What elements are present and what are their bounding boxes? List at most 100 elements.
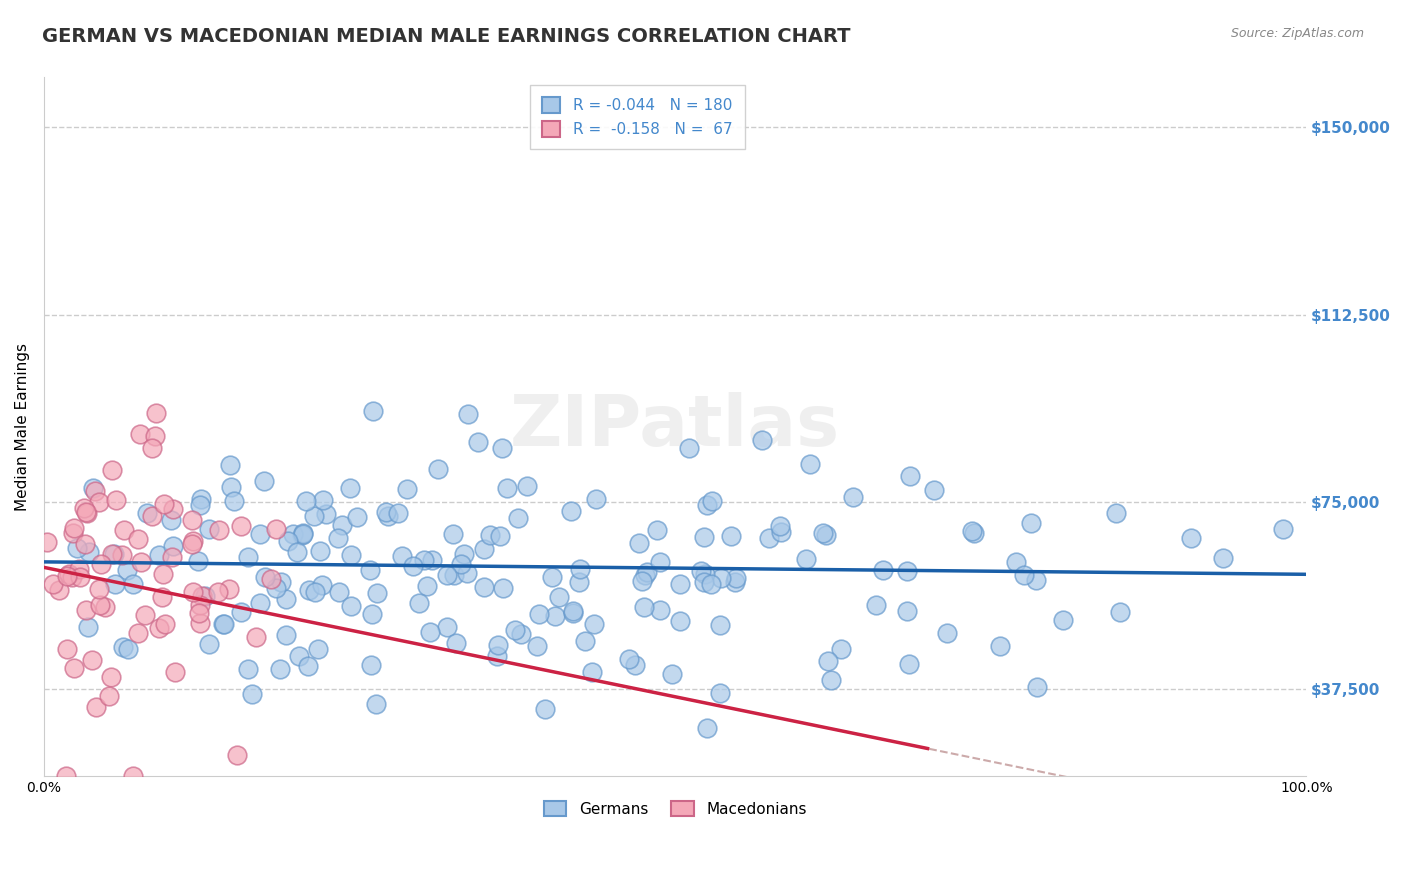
Macedonians (75, 505, 97, 519)
Germans (198, 522, 221, 536)
Germans (634, 568, 657, 582)
Macedonians (152, 567, 174, 582)
Macedonians (62, 526, 84, 541)
Germans (770, 525, 793, 540)
Germans (135, 506, 157, 520)
Germans (799, 457, 821, 471)
Germans (311, 577, 333, 591)
Germans (645, 523, 668, 537)
Germans (194, 589, 217, 603)
Germans (709, 617, 731, 632)
Germans (346, 509, 368, 524)
Germans (302, 509, 325, 524)
Germans (249, 527, 271, 541)
Germans (696, 721, 718, 735)
Macedonians (56, 569, 79, 583)
Macedonians (141, 441, 163, 455)
Germans (1104, 507, 1126, 521)
Germans (77, 620, 100, 634)
Macedonians (208, 523, 231, 537)
Text: GERMAN VS MACEDONIAN MEDIAN MALE EARNINGS CORRELATION CHART: GERMAN VS MACEDONIAN MEDIAN MALE EARNING… (42, 27, 851, 45)
Germans (453, 547, 475, 561)
Macedonians (41, 576, 63, 591)
Germans (457, 407, 479, 421)
Germans (814, 528, 837, 542)
Macedonians (83, 484, 105, 499)
Germans (366, 586, 388, 600)
Macedonians (37, 535, 59, 549)
Macedonians (127, 625, 149, 640)
Germans (360, 658, 382, 673)
Macedonians (229, 519, 252, 533)
Germans (436, 568, 458, 582)
Germans (269, 662, 291, 676)
Macedonians (90, 558, 112, 572)
Macedonians (180, 513, 202, 527)
Germans (249, 596, 271, 610)
Germans (1180, 531, 1202, 545)
Germans (467, 434, 489, 449)
Germans (436, 620, 458, 634)
Germans (236, 662, 259, 676)
Macedonians (111, 548, 134, 562)
Macedonians (69, 570, 91, 584)
Germans (443, 567, 465, 582)
Germans (281, 527, 304, 541)
Germans (872, 563, 894, 577)
Macedonians (226, 747, 249, 762)
Germans (491, 441, 513, 455)
Germans (503, 623, 526, 637)
Germans (304, 585, 326, 599)
Macedonians (162, 550, 184, 565)
Germans (291, 527, 314, 541)
Germans (492, 581, 515, 595)
Germans (568, 575, 591, 590)
Germans (669, 576, 692, 591)
Germans (988, 639, 1011, 653)
Germans (274, 628, 297, 642)
Germans (488, 529, 510, 543)
Germans (219, 480, 242, 494)
Germans (198, 637, 221, 651)
Germans (830, 642, 852, 657)
Germans (219, 458, 242, 473)
Germans (689, 564, 711, 578)
Macedonians (105, 493, 128, 508)
Germans (506, 511, 529, 525)
Germans (408, 596, 430, 610)
Germans (472, 541, 495, 556)
Germans (561, 604, 583, 618)
Germans (340, 549, 363, 563)
Germans (212, 616, 235, 631)
Germans (617, 651, 640, 665)
Germans (396, 483, 419, 497)
Macedonians (143, 428, 166, 442)
Germans (312, 493, 335, 508)
Germans (585, 491, 607, 506)
Germans (648, 555, 671, 569)
Germans (678, 442, 700, 456)
Germans (360, 607, 382, 621)
Germans (270, 575, 292, 590)
Macedonians (60, 569, 83, 583)
Germans (326, 531, 349, 545)
Macedonians (63, 661, 86, 675)
Germans (541, 570, 564, 584)
Germans (561, 607, 583, 621)
Germans (583, 616, 606, 631)
Germans (842, 490, 865, 504)
Germans (693, 530, 716, 544)
Germans (700, 494, 723, 508)
Macedonians (148, 621, 170, 635)
Germans (709, 686, 731, 700)
Germans (420, 552, 443, 566)
Text: Source: ZipAtlas.com: Source: ZipAtlas.com (1230, 27, 1364, 40)
Macedonians (97, 689, 120, 703)
Germans (898, 469, 921, 483)
Germans (328, 585, 350, 599)
Text: ZIPatlas: ZIPatlas (510, 392, 841, 461)
Germans (1019, 516, 1042, 530)
Germans (416, 579, 439, 593)
Germans (817, 654, 839, 668)
Germans (631, 574, 654, 589)
